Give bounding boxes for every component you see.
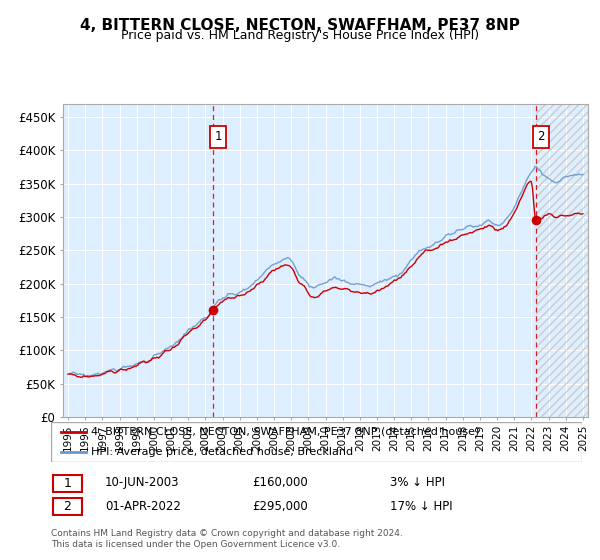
Bar [536, 104, 588, 417]
Text: Price paid vs. HM Land Registry's House Price Index (HPI): Price paid vs. HM Land Registry's House … [121, 29, 479, 42]
Text: Contains HM Land Registry data © Crown copyright and database right 2024.
This d: Contains HM Land Registry data © Crown c… [51, 529, 403, 549]
Text: 10-JUN-2003: 10-JUN-2003 [105, 476, 179, 489]
Text: 4, BITTERN CLOSE, NECTON, SWAFFHAM, PE37 8NP (detached house): 4, BITTERN CLOSE, NECTON, SWAFFHAM, PE37… [91, 427, 479, 437]
Text: 3% ↓ HPI: 3% ↓ HPI [390, 476, 445, 489]
Text: 2: 2 [64, 500, 71, 514]
Text: 01-APR-2022: 01-APR-2022 [105, 500, 181, 513]
Text: HPI: Average price, detached house, Breckland: HPI: Average price, detached house, Brec… [91, 447, 353, 457]
Text: £160,000: £160,000 [252, 476, 308, 489]
Text: £295,000: £295,000 [252, 500, 308, 513]
Text: 2: 2 [537, 130, 545, 143]
Text: 4, BITTERN CLOSE, NECTON, SWAFFHAM, PE37 8NP: 4, BITTERN CLOSE, NECTON, SWAFFHAM, PE37… [80, 18, 520, 34]
Text: 1: 1 [214, 130, 222, 143]
Text: 17% ↓ HPI: 17% ↓ HPI [390, 500, 452, 513]
Text: 1: 1 [64, 477, 71, 490]
